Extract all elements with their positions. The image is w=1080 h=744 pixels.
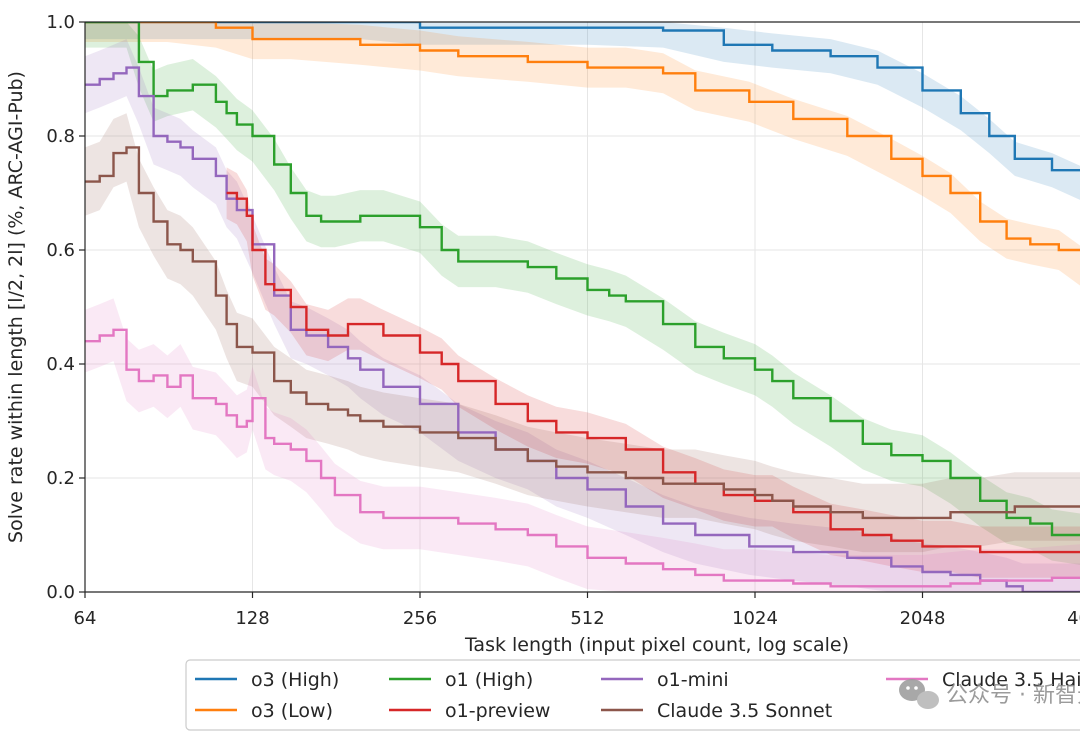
series-line-o1-preview (226, 191, 1080, 554)
legend-entry-o3-low: o3 (Low) (195, 700, 333, 722)
legend-label-o1-preview: o1-preview (445, 700, 550, 722)
series-line-o1-mini (85, 66, 1080, 592)
x-axis-ticks: 64 128 256 512 1024 2048 4096 (74, 592, 1080, 629)
watermark: 公众号 · 新智元 (899, 679, 1080, 709)
axes-frame (84, 21, 1080, 593)
series-line-claude-3-5-haiku (85, 328, 1080, 588)
watermark-text: 公众号 · 新智元 (946, 683, 1080, 708)
legend-label-claude-sonnet: Claude 3.5 Sonnet (657, 700, 832, 722)
x-tick-label: 256 (403, 608, 437, 629)
series-line-o1-high (85, 22, 1080, 537)
band-o1-mini (85, 39, 1080, 592)
x-tick-label: 128 (235, 608, 269, 629)
y-axis-ticks: 0.0 0.2 0.4 0.6 0.8 1.0 (46, 12, 85, 603)
legend-label-o3-low: o3 (Low) (251, 700, 333, 722)
legend: o3 (High) o3 (Low) o1 (High) o1-preview … (185, 659, 1080, 731)
legend-entry-claude-sonnet: Claude 3.5 Sonnet (601, 700, 832, 722)
band-o3-low (85, 22, 1080, 286)
legend-entry-o1-preview: o1-preview (389, 700, 550, 722)
band-o1-high (85, 22, 1080, 565)
legend-label-claude-haiku: Claude 3.5 Haiku (942, 669, 1080, 691)
y-tick-label: 0.2 (46, 468, 75, 489)
y-axis-label: Solve rate within length [l/2, 2l] (%, A… (5, 71, 27, 543)
series-line-o3-low (85, 22, 1080, 252)
x-tick-label: 2048 (900, 608, 946, 629)
x-tick-label: 1024 (732, 608, 778, 629)
series-line-o3-high (85, 22, 1080, 172)
confidence-bands (85, 22, 1080, 592)
y-tick-label: 0.4 (46, 354, 75, 375)
series-lines (85, 22, 1080, 592)
wechat-icon (899, 679, 939, 709)
legend-label-o3-high: o3 (High) (251, 669, 339, 691)
band-o3-high (85, 22, 1080, 200)
y-tick-label: 0.0 (46, 582, 75, 603)
legend-label-o1-high: o1 (High) (445, 669, 533, 691)
legend-frame (185, 659, 1080, 731)
legend-entry-o1-mini: o1-mini (601, 669, 729, 691)
x-tick-label: 512 (570, 608, 604, 629)
x-tick-label: 64 (74, 608, 97, 629)
band-claude-3-5-haiku (85, 298, 1080, 592)
legend-label-o1-mini: o1-mini (657, 669, 729, 691)
y-tick-label: 1.0 (46, 12, 75, 33)
y-tick-label: 0.6 (46, 240, 75, 261)
legend-entry-claude-haiku: Claude 3.5 Haiku (886, 669, 1080, 691)
legend-entry-o3-high: o3 (High) (195, 669, 339, 691)
x-tick-label: 4096 (1067, 608, 1080, 629)
band-claude-3-5-sonnet (85, 113, 1080, 553)
x-axis-label: Task length (input pixel count, log scal… (464, 634, 849, 656)
series-line-claude-3-5-sonnet (85, 146, 1080, 520)
legend-entry-o1-high: o1 (High) (389, 669, 533, 691)
y-tick-label: 0.8 (46, 126, 75, 147)
band-o1-preview (226, 167, 1080, 578)
